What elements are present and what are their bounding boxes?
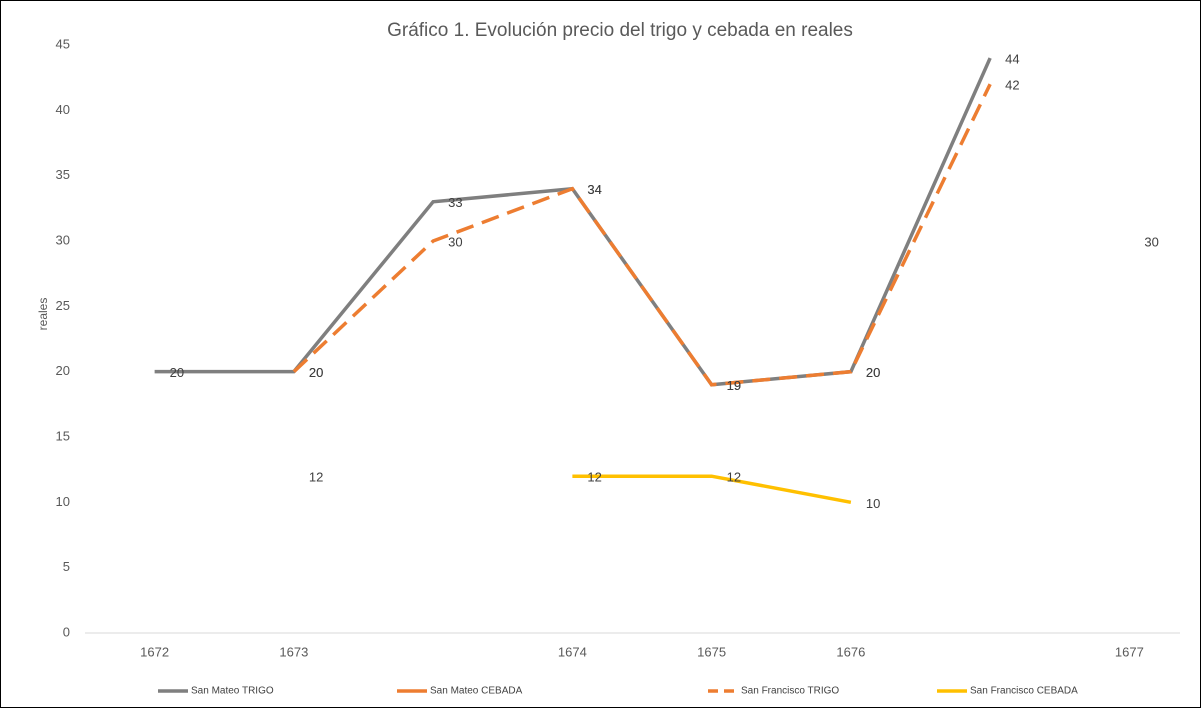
data-label: 20 [170,365,184,380]
y-tick-label: 35 [56,167,70,182]
data-label: 12 [309,470,323,485]
y-axis-title: reales [36,298,50,331]
data-label: 34 [587,182,601,197]
y-tick-label: 20 [56,363,70,378]
data-label: 20 [309,365,323,380]
series-line [572,474,852,505]
data-label: 12 [727,470,741,485]
legend-label: San Mateo TRIGO [191,686,274,697]
data-label: 10 [866,496,880,511]
legend-label: San Francisco CEBADA [970,686,1078,697]
x-tick-label: 1677 [1115,644,1144,659]
data-label: 30 [1144,234,1158,249]
data-label: 42 [1005,78,1019,93]
data-label: 34 [587,182,601,197]
legend-label: San Mateo CEBADA [430,686,523,697]
y-tick-label: 0 [63,624,70,639]
data-label: 33 [448,195,462,210]
x-tick-label: 1674 [558,644,587,659]
x-tick-label: 1675 [697,644,726,659]
data-label: 20 [309,365,323,380]
data-label: 20 [866,365,880,380]
chart-title: Gráfico 1. Evolución precio del trigo y … [387,20,853,41]
legend-label: San Francisco TRIGO [741,686,839,697]
x-tick-label: 1676 [836,644,865,659]
y-tick-label: 40 [56,102,70,117]
y-tick-label: 45 [56,36,70,51]
data-label: 19 [727,378,741,393]
x-tick-label: 1673 [279,644,308,659]
y-tick-label: 5 [63,559,70,574]
y-tick-label: 10 [56,494,70,509]
x-tick-label: 1672 [140,644,169,659]
series-line [292,83,992,387]
y-tick-label: 15 [56,428,70,443]
data-label: 30 [448,234,462,249]
y-tick-label: 25 [56,298,70,313]
data-label: 20 [866,365,880,380]
y-tick-label: 30 [56,232,70,247]
data-label: 44 [1005,52,1019,67]
data-label: 12 [587,470,601,485]
data-label: 19 [727,378,741,393]
